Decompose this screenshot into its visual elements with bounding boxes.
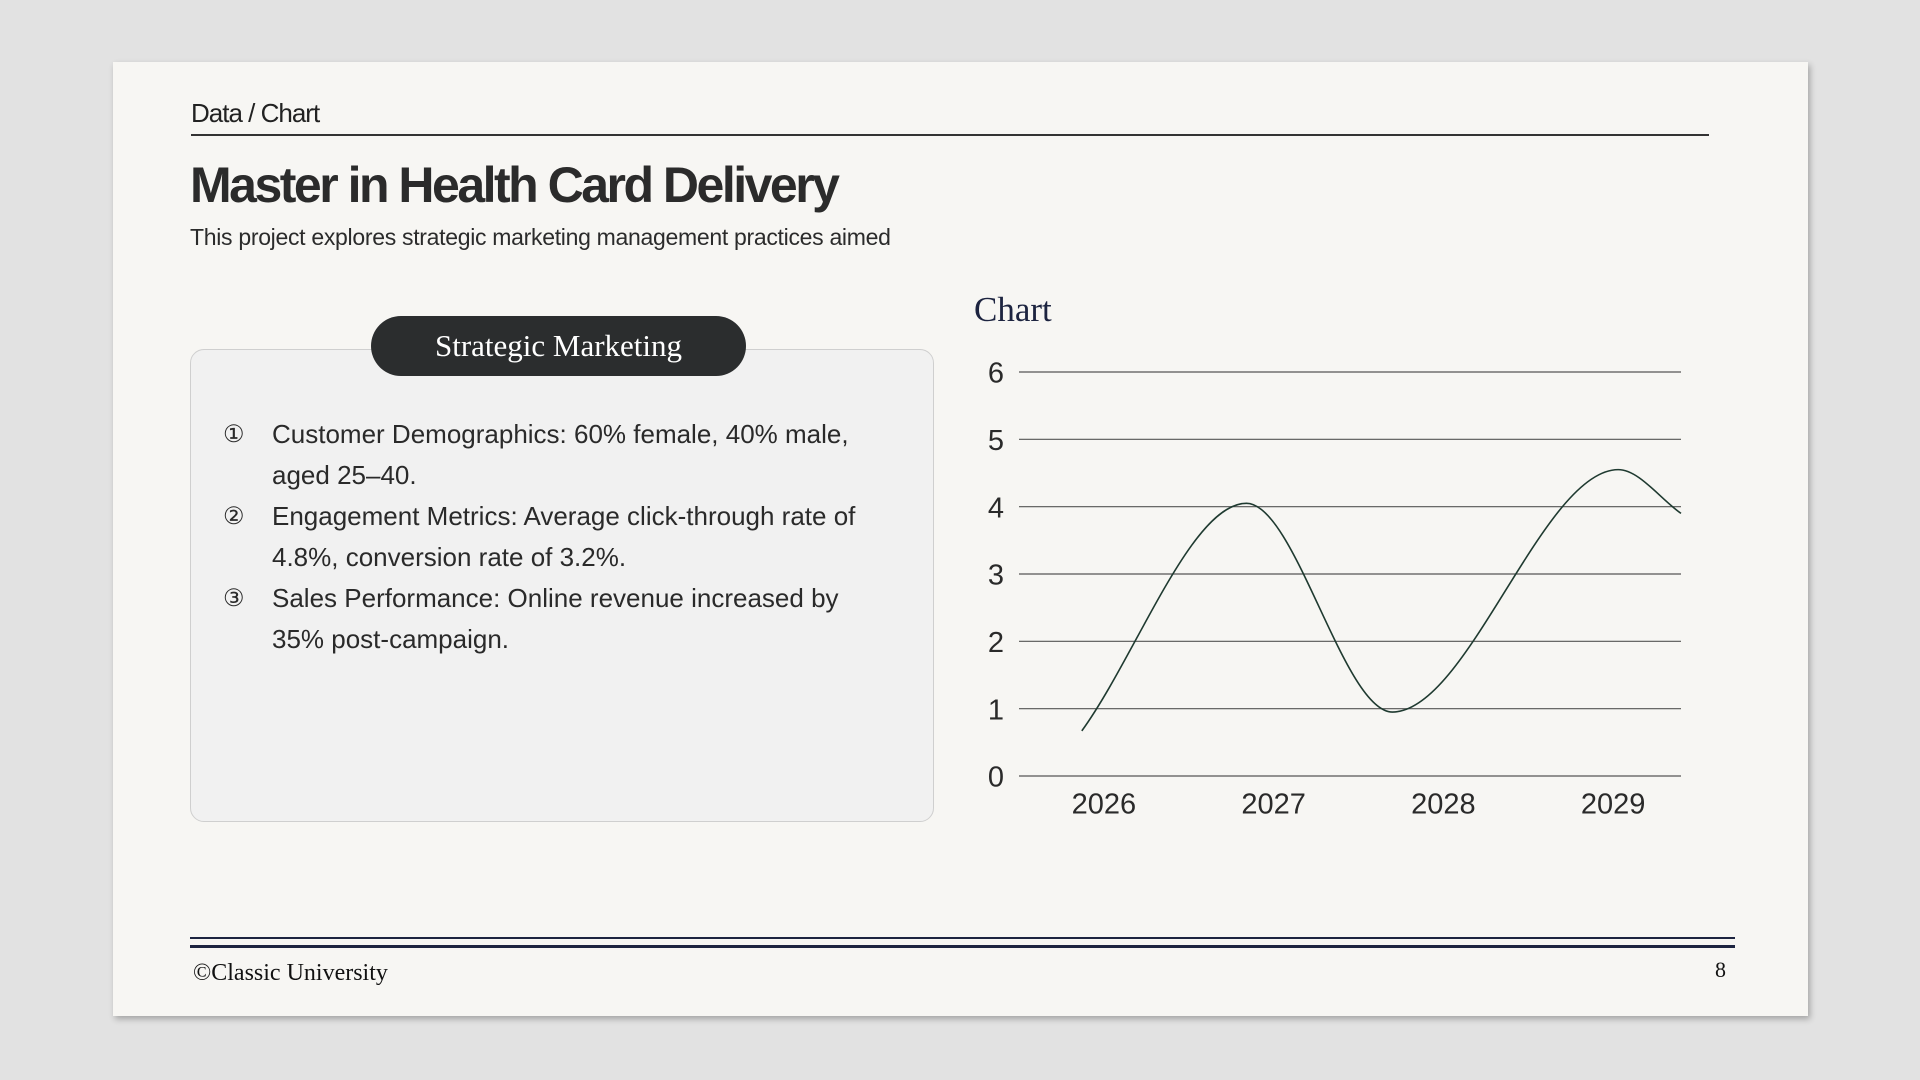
y-tick-label: 2: [988, 627, 1004, 659]
item-marker: ③: [223, 585, 245, 612]
item-text: Customer Demographics: 60% female, 40% m…: [272, 419, 849, 490]
x-tick-label: 2028: [1411, 789, 1476, 821]
item-text: Engagement Metrics: Average click-throug…: [272, 501, 856, 572]
line: [1081, 468, 1682, 732]
copyright: ©Classic University: [193, 960, 388, 986]
footer-rule: [190, 945, 1735, 948]
list-item: ① Customer Demographics: 60% female, 40% …: [223, 414, 863, 496]
panel-title: Strategic Marketing: [371, 316, 746, 376]
chart-title: Chart: [974, 290, 1052, 329]
x-tick-label: 2026: [1072, 789, 1137, 821]
footer-rule: [190, 937, 1735, 939]
y-tick-label: 6: [988, 358, 1004, 390]
x-tick-label: 2027: [1241, 789, 1306, 821]
item-text: Sales Performance: Online revenue increa…: [272, 583, 839, 654]
y-tick-label: 5: [988, 425, 1004, 457]
y-tick-label: 0: [988, 762, 1004, 794]
y-tick-label: 3: [988, 560, 1004, 592]
item-marker: ②: [223, 503, 245, 530]
item-marker: ①: [223, 421, 245, 448]
slide: Data / Chart Master in Health Card Deliv…: [113, 62, 1808, 1016]
breadcrumb: Data / Chart: [191, 98, 320, 128]
list-item: ② Engagement Metrics: Average click-throu…: [223, 496, 863, 578]
chart: 0 1 2 3 4 5 6 2026 2027 2028 2029: [988, 358, 1682, 821]
subtitle: This project explores strategic marketin…: [190, 224, 891, 250]
slide-title: Master in Health Card Delivery: [190, 157, 840, 213]
page-number: 8: [1715, 957, 1726, 982]
list-item: ③ Sales Performance: Online revenue incre…: [223, 578, 863, 660]
header-rule: [191, 134, 1709, 136]
y-tick-label: 1: [988, 694, 1004, 726]
y-tick-label: 4: [988, 492, 1004, 524]
x-tick-label: 2029: [1581, 789, 1646, 821]
item-list: ① Customer Demographics: 60% female, 40% …: [223, 414, 863, 660]
